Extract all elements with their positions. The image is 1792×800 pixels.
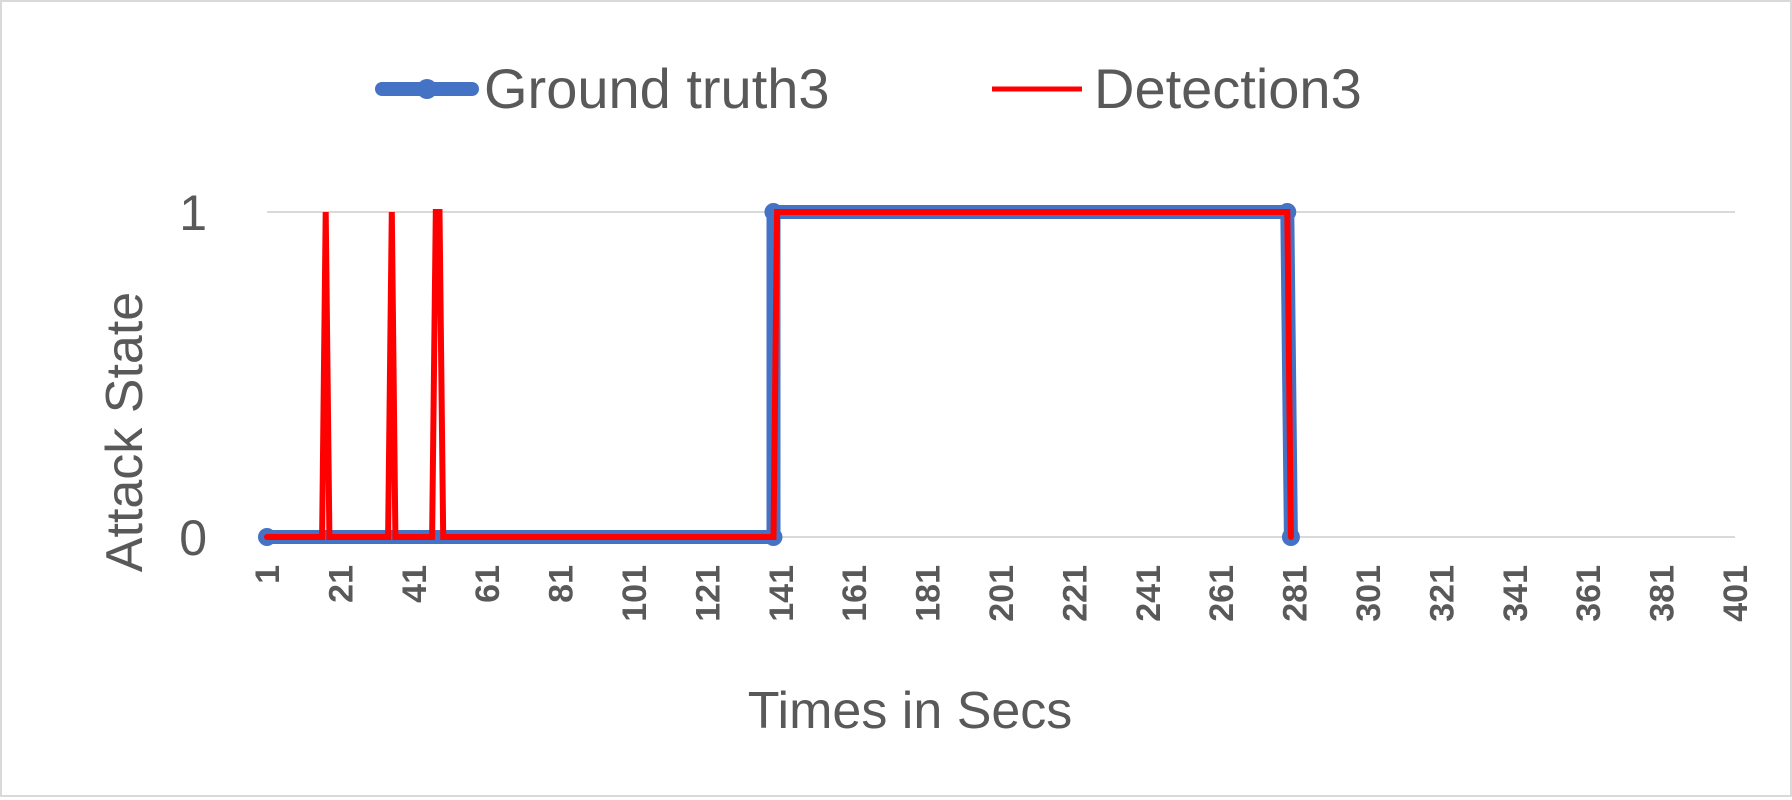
x-tick-label: 381 bbox=[1644, 565, 1682, 622]
legend-marker bbox=[417, 79, 437, 99]
x-tick-label: 21 bbox=[322, 565, 360, 603]
gridlines bbox=[267, 211, 1735, 538]
x-axis-title: Times in Secs bbox=[748, 682, 1073, 740]
x-tick-label: 401 bbox=[1717, 565, 1755, 622]
x-tick-label: 161 bbox=[836, 565, 874, 622]
y-tick-label: 1 bbox=[179, 185, 207, 241]
x-tick-label: 61 bbox=[469, 565, 507, 603]
y-tick-label: 0 bbox=[179, 510, 207, 566]
x-tick-label: 321 bbox=[1423, 565, 1461, 622]
detection-line bbox=[264, 209, 1294, 540]
x-tick-label: 101 bbox=[616, 565, 654, 622]
y-axis-title: Attack State bbox=[96, 292, 154, 572]
x-tick-label: 201 bbox=[983, 565, 1021, 622]
x-tick-label: 221 bbox=[1056, 565, 1094, 622]
x-tick-label: 241 bbox=[1130, 565, 1168, 622]
x-axis-ticks: 1 21 41 61 81 101 121 141 161 181 201 221 241 261 281 3… bbox=[249, 565, 1755, 622]
x-tick-label: 361 bbox=[1570, 565, 1608, 622]
x-tick-label: 81 bbox=[543, 565, 581, 603]
x-tick-label: 341 bbox=[1497, 565, 1535, 622]
x-tick-label: 301 bbox=[1350, 565, 1388, 622]
legend: Ground truth3 Detection3 bbox=[375, 57, 1362, 120]
legend-label: Ground truth3 bbox=[484, 57, 830, 120]
x-tick-label: 261 bbox=[1203, 565, 1241, 622]
legend-label: Detection3 bbox=[1094, 57, 1362, 120]
x-tick-label: 281 bbox=[1277, 565, 1315, 622]
plot-series bbox=[258, 203, 1300, 546]
x-tick-label: 41 bbox=[396, 565, 434, 603]
y-axis-ticks: 01 bbox=[179, 185, 207, 566]
x-tick-label: 1 bbox=[249, 565, 287, 584]
x-tick-label: 181 bbox=[910, 565, 948, 622]
x-tick-label: 141 bbox=[763, 565, 801, 622]
x-tick-label: 121 bbox=[689, 565, 727, 622]
